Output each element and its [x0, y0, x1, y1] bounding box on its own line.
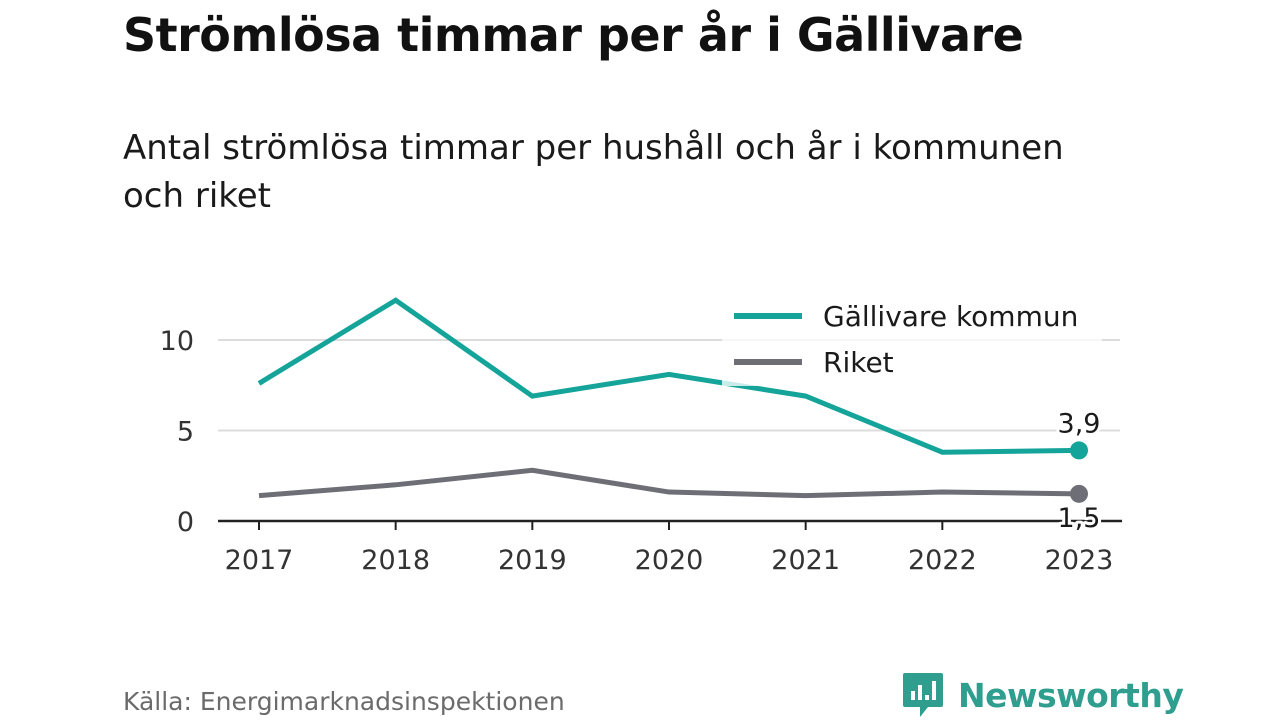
line-chart: 0 5 10 2017 2018 2019 2020 2021 2022 2023 3,9 1,5 Gä… [159, 292, 1122, 576]
legend-background [722, 292, 1102, 386]
y-tick-label: 0 [177, 507, 194, 538]
x-tick-label: 2020 [635, 545, 704, 576]
series-line-1 [258, 467, 1080, 499]
newsworthy-logo-icon [903, 673, 943, 717]
series-line-0 [257, 297, 1080, 455]
x-tick-label: 2017 [225, 545, 294, 576]
brand-name: Newsworthy [958, 675, 1184, 715]
chart-subtitle: Antal strömlösa timmar per hushåll och å… [123, 128, 1064, 216]
series-end-point [1070, 484, 1088, 503]
newsworthy-logo: Newsworthy [902, 671, 1184, 719]
x-tick-label: 2019 [498, 545, 567, 576]
x-tick-label: 2022 [908, 545, 977, 576]
y-tick-label: 10 [160, 326, 194, 357]
x-tick-label: 2023 [1045, 545, 1114, 576]
series-end-point [1070, 441, 1088, 460]
y-tick-label: 5 [177, 417, 194, 448]
source-note: Källa: Energimarknadsinspektionen [123, 687, 565, 716]
x-tick-label: 2018 [361, 545, 430, 576]
end-value-label: 1,5 [1058, 503, 1101, 534]
legend-label: Riket [823, 346, 894, 379]
legend-label: Gällivare kommun [823, 300, 1078, 333]
end-value-label: 3,9 [1058, 408, 1101, 439]
chart-title: Strömlösa timmar per år i Gällivare [123, 8, 1024, 62]
x-tick-label: 2021 [771, 545, 840, 576]
